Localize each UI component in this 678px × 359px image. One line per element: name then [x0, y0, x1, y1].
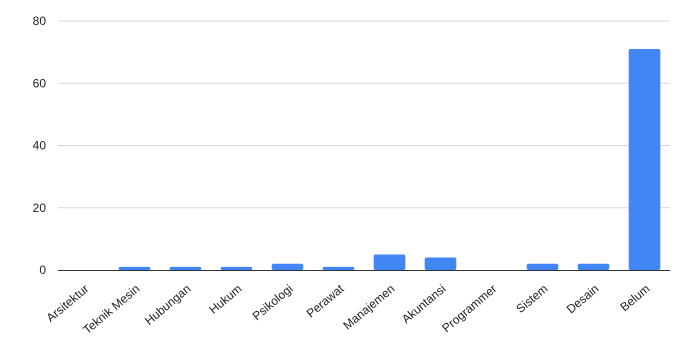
grid-layer: [58, 21, 670, 208]
bar-hukum: [221, 267, 253, 270]
y-tick-label: 80: [33, 14, 47, 28]
bar-sistem: [527, 264, 559, 270]
bar-belum: [629, 49, 661, 270]
bar-teknik-mesin: [119, 267, 151, 270]
y-tick-label: 40: [33, 139, 47, 153]
x-category-label: Arsitektur: [44, 282, 92, 325]
y-tick-labels: 0 20 40 60 80: [33, 14, 47, 277]
x-category-label: Hukum: [206, 282, 244, 317]
x-category-label: Perawat: [304, 281, 347, 320]
bar-akuntansi: [425, 258, 457, 270]
y-tick-label: 0: [39, 263, 46, 277]
bar-perawat: [323, 267, 355, 270]
x-category-label: Belum: [617, 282, 652, 315]
bar-hubungan: [170, 267, 202, 270]
x-category-label: Sistem: [513, 282, 550, 316]
x-category-label: Teknik Mesin: [80, 282, 142, 337]
y-tick-label: 60: [33, 76, 47, 90]
x-category-label: Akuntansi: [399, 282, 448, 327]
x-category-label: Desain: [564, 282, 602, 317]
y-tick-label: 20: [33, 201, 47, 215]
bar-psikologi: [272, 264, 304, 270]
bar-layer: [119, 49, 661, 270]
x-category-label: Hubungan: [142, 282, 193, 328]
x-category-label: Manajemen: [340, 282, 397, 333]
bar-desain: [578, 264, 610, 270]
x-category-label: Psikologi: [250, 282, 296, 324]
bar-manajemen: [374, 254, 406, 270]
x-category-label: Programmer: [439, 282, 499, 336]
